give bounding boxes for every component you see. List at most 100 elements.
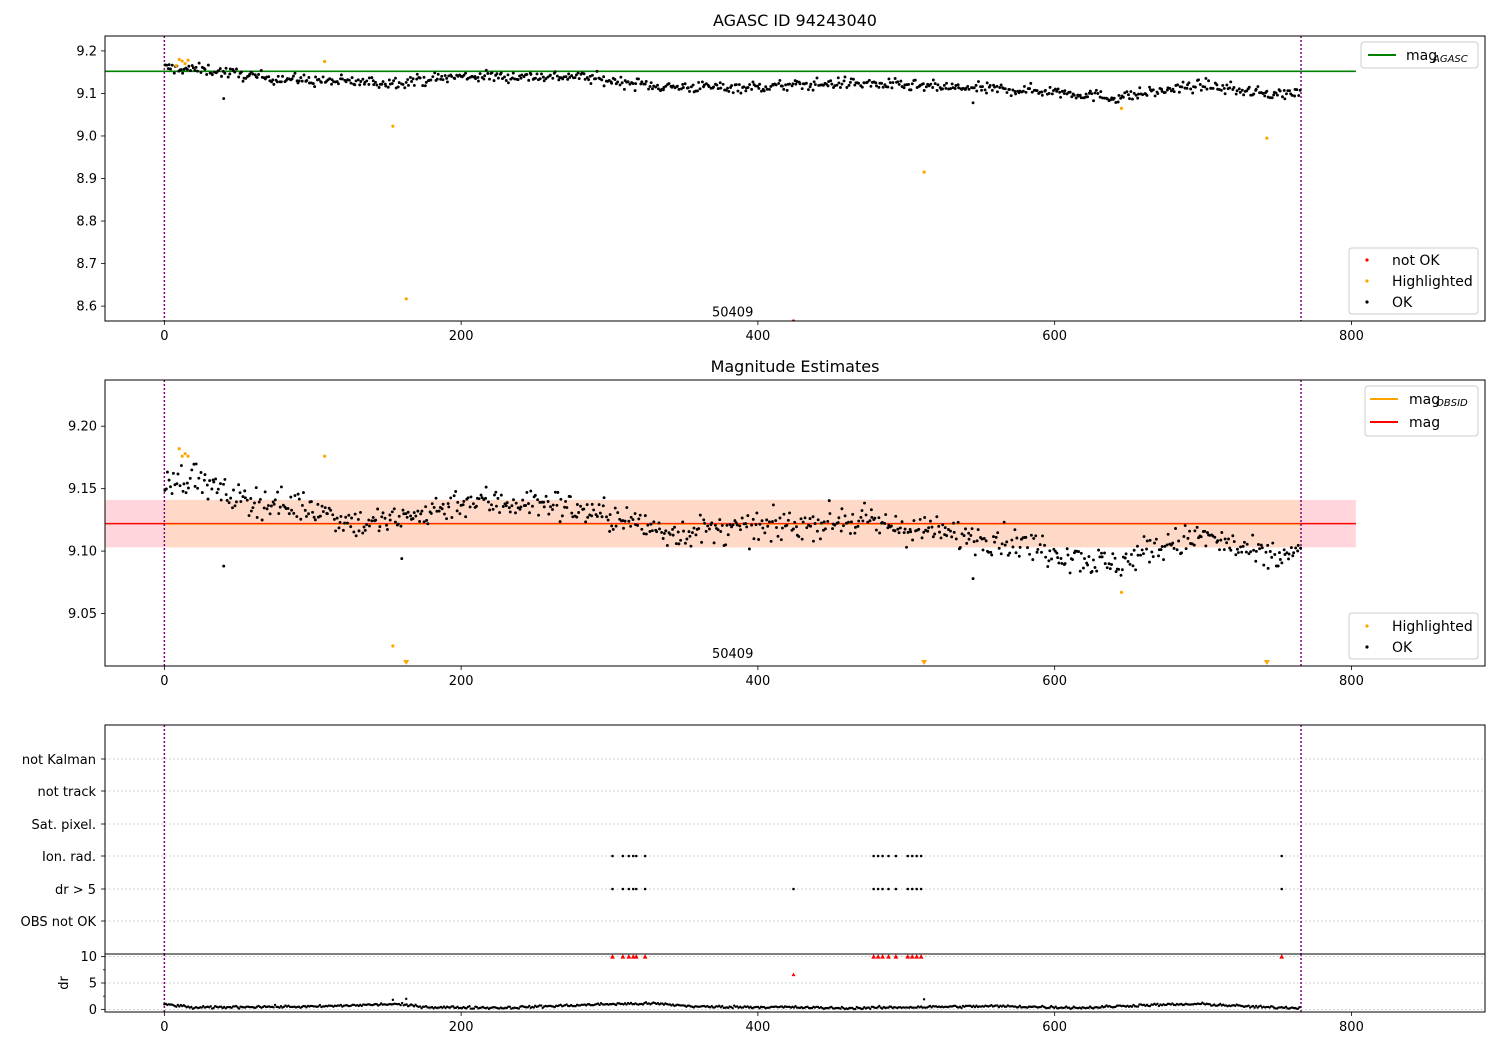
ok-point (958, 546, 962, 549)
ok-point (846, 520, 850, 524)
dr-point (1253, 1006, 1256, 1009)
ok-point (981, 85, 984, 89)
ok-point (1124, 552, 1128, 556)
ok-point (254, 486, 258, 490)
ok-point (424, 80, 428, 84)
ok-point (822, 520, 826, 524)
ok-point (318, 514, 322, 518)
ok-point (522, 75, 526, 79)
ok-point (1283, 552, 1287, 556)
ok-point (516, 78, 520, 82)
ok-point (546, 500, 550, 503)
ok-point (316, 502, 320, 506)
ok-point (441, 502, 445, 506)
ok-point (598, 511, 602, 515)
legend-subscript: AGASC (1432, 54, 1468, 65)
ok-point (397, 81, 401, 85)
ok-point (622, 526, 625, 530)
ok-point (464, 71, 468, 75)
dr-point (1017, 1006, 1020, 1009)
ok-point (1272, 93, 1276, 97)
ok-point (1112, 96, 1116, 100)
ok-point (627, 519, 631, 523)
ok-point (765, 518, 769, 522)
p2clip-area: 50409 (105, 380, 1356, 666)
ok-point (780, 526, 784, 530)
ok-point (1098, 555, 1102, 559)
ok-point (233, 70, 237, 74)
ok-point (222, 482, 225, 486)
ok-point (1270, 555, 1274, 559)
ok-point (179, 68, 183, 72)
ok-point (224, 66, 228, 70)
ok-point (1260, 546, 1264, 550)
ok-point (721, 82, 725, 86)
ok-point (493, 493, 496, 497)
ok-point (976, 528, 980, 532)
ok-point (676, 530, 680, 534)
dr-clipped-marker (642, 954, 648, 959)
ok-point (336, 82, 340, 86)
flag-row-label: not Kalman (22, 753, 96, 768)
ok-point (689, 544, 693, 548)
ok-point (623, 519, 627, 523)
ok-point (445, 517, 449, 521)
ok-point (365, 79, 369, 83)
ok-point (1185, 86, 1189, 90)
ok-point (798, 82, 802, 86)
ok-point (1220, 531, 1224, 534)
ok-point (757, 86, 761, 90)
ok-point (1265, 89, 1269, 93)
ok-point (496, 76, 500, 80)
ok-point (527, 502, 530, 506)
ok-point (1192, 543, 1196, 547)
ok-point (462, 499, 466, 503)
ok-point (1266, 543, 1270, 547)
ok-point (494, 490, 498, 494)
ok-point (1110, 563, 1114, 566)
ok-point (199, 70, 203, 74)
ok-point (396, 522, 400, 526)
ok-point (778, 516, 782, 520)
ok-point (440, 74, 444, 78)
ok-point (970, 527, 974, 531)
ok-point (782, 512, 786, 516)
ok-point (559, 497, 563, 501)
ok-point (479, 493, 483, 497)
ok-point (210, 487, 214, 491)
legend-label: mag (1409, 415, 1440, 431)
ok-point (633, 512, 637, 515)
ok-point (377, 86, 381, 89)
ok-point (967, 531, 971, 535)
ok-point (1163, 90, 1167, 94)
dr-clipped-marker (914, 954, 920, 959)
ok-point (214, 477, 218, 481)
ok-point (1177, 539, 1181, 543)
ok-point (535, 72, 539, 76)
ok-point (1160, 545, 1164, 548)
highlighted-point (323, 59, 327, 64)
ok-point (205, 483, 209, 487)
ok-point (165, 470, 169, 474)
ok-point (1252, 92, 1256, 96)
dr-point (565, 1003, 568, 1006)
ok-point (219, 482, 222, 486)
ok-point (1183, 524, 1187, 527)
ok-point (425, 518, 429, 522)
ok-point (1251, 533, 1255, 537)
ok-point (286, 507, 290, 510)
ok-point (1172, 90, 1176, 94)
ok-point (1024, 535, 1028, 539)
dr-point (468, 1005, 471, 1008)
ok-point (186, 486, 190, 490)
ok-point (295, 515, 299, 518)
ok-point (696, 89, 699, 93)
ok-point (621, 519, 625, 523)
ok-point (380, 82, 384, 86)
dr-point (1136, 1005, 1140, 1008)
ok-point (338, 520, 342, 524)
ok-point (586, 515, 590, 519)
ok-point (193, 68, 197, 72)
ok-point (1148, 538, 1152, 542)
